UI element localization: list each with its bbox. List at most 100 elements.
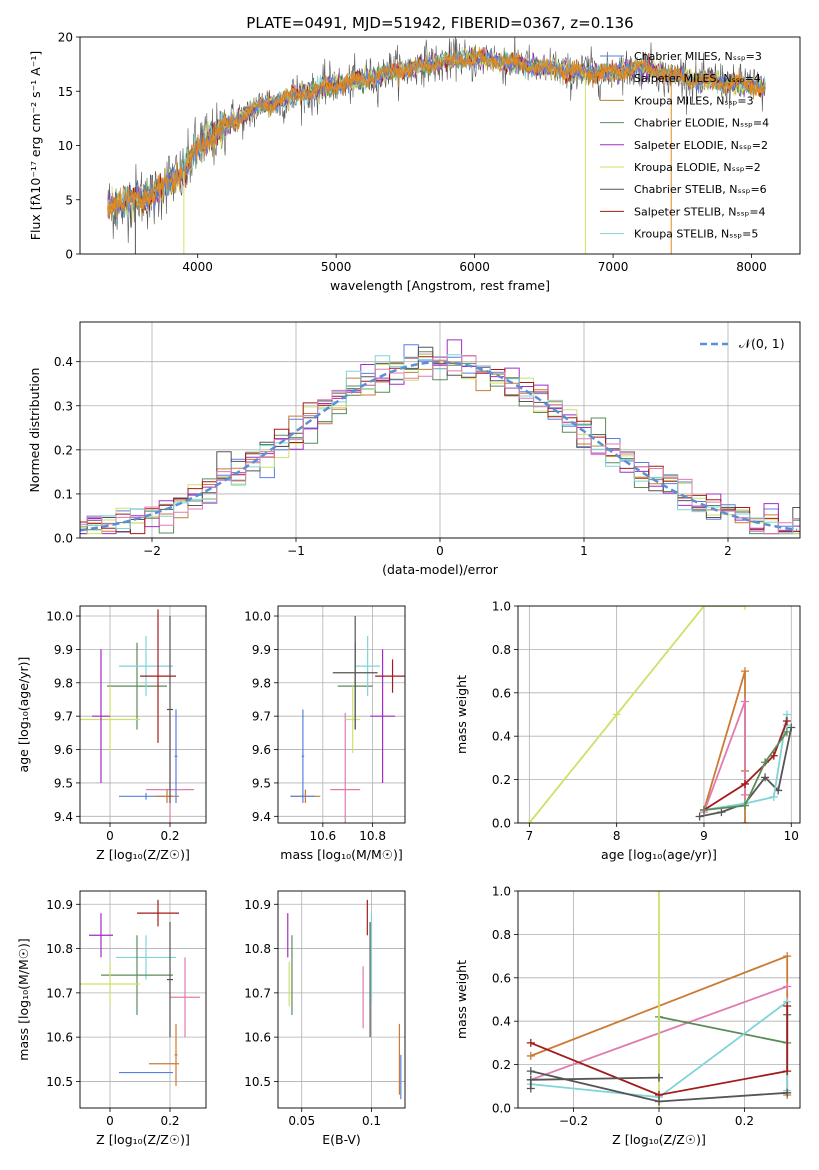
axes-frame: [79, 605, 207, 824]
legend-label: Salpeter STELIB, Nₛₛₚ=4: [634, 205, 766, 218]
plot-area: [80, 899, 200, 1086]
x-tick-label: 0: [106, 1114, 114, 1128]
data-point-marker: [525, 819, 534, 823]
y-tick-label: 10.7: [244, 986, 271, 1000]
mass-weight-line: [528, 606, 745, 823]
y-axis-label: mass [log₁₀(M/M☉)]: [16, 938, 31, 1060]
plot-area: [107, 37, 766, 254]
x-tick-label: 10.6: [309, 829, 336, 843]
data-point-marker: [783, 1067, 792, 1076]
panel-3: 0 0.2 9.4 9.5 9.6 9.7 9.8 9.9 10.0 Z [log₁₀(Z/Z☉)…: [16, 605, 207, 862]
y-tick-label: 10.5: [244, 1075, 271, 1089]
legend-label: Chabrier ELODIE, Nₛₛₚ=4: [634, 117, 769, 130]
y-tick-label: 0.1: [54, 487, 73, 501]
axes-frame: [277, 605, 406, 824]
x-tick-label: 2: [724, 544, 732, 558]
y-tick-label: 10.9: [46, 898, 73, 912]
y-tick-label: 0.4: [54, 355, 73, 369]
x-tick-label: 8: [613, 829, 621, 843]
data-point-marker: [655, 1097, 663, 1106]
data-point-marker: [612, 710, 621, 719]
data-point-marker: [655, 891, 663, 895]
data-point-marker: [740, 697, 749, 706]
x-axis-label: (data-model)/error: [382, 562, 499, 577]
y-tick-label: 10.6: [244, 1031, 271, 1045]
data-point-marker: [526, 1075, 535, 1084]
data-point-marker: [740, 819, 749, 823]
y-tick-label: 0.6: [492, 686, 511, 700]
y-tick-label: 0.8: [492, 643, 511, 657]
legend-label: 𝒩(0, 1): [739, 336, 785, 351]
y-tick-label: 1.0: [492, 600, 511, 614]
mass-weight-line: [703, 720, 788, 811]
histogram-step: [80, 355, 800, 535]
axes-frame: [79, 36, 801, 255]
axes-frame: [517, 890, 801, 1109]
panel-1: 4000 5000 6000 7000 8000 0 5 10 15 20 wavelength […: [28, 14, 801, 293]
spectrum-line: [107, 46, 766, 220]
legend-label: Salpeter ELODIE, Nₛₛₚ=2: [634, 139, 768, 152]
mass-weight-line: [699, 727, 793, 818]
y-tick-label: 9.4: [252, 810, 271, 824]
data-point-marker: [740, 667, 749, 676]
y-tick-label: 9.9: [252, 643, 271, 657]
y-tick-label: 9.6: [54, 743, 73, 757]
x-axis-label: mass [log₁₀(M/M☉)]: [280, 847, 402, 862]
legend-label: Salpeter MILES, Nₛₛₚ=4: [634, 72, 761, 85]
data-point-marker: [526, 1084, 535, 1093]
y-tick-label: 0.6: [492, 971, 511, 985]
legend-label: Chabrier STELIB, Nₛₛₚ=6: [634, 183, 767, 196]
data-point-marker: [740, 790, 749, 799]
y-tick-label: 0.8: [492, 928, 511, 942]
x-tick-label: 5000: [321, 260, 352, 274]
y-tick-label: 0.2: [492, 1058, 511, 1072]
x-tick-label: 10: [784, 829, 799, 843]
y-tick-label: 10.7: [46, 986, 73, 1000]
data-point-marker: [740, 801, 749, 810]
y-tick-label: 15: [58, 85, 73, 99]
y-tick-label: 9.8: [54, 676, 73, 690]
mass-weight-line: [530, 1006, 789, 1096]
y-tick-label: 10: [58, 139, 73, 153]
y-tick-label: 1.0: [492, 885, 511, 899]
x-axis-label: Z [log₁₀(Z/Z☉)]: [96, 1132, 190, 1147]
x-tick-label: 1: [580, 544, 588, 558]
y-tick-label: 10.0: [46, 610, 73, 624]
x-tick-label: −0.2: [559, 1114, 588, 1128]
histogram-step: [80, 359, 800, 535]
data-point-marker: [655, 1073, 663, 1082]
panel-7: 0.05 0.1 10.5 10.6 10.7 10.8 10.9 E(B-V): [244, 890, 406, 1147]
data-point-marker: [782, 717, 791, 726]
data-point-marker: [769, 751, 778, 760]
data-point-marker: [699, 805, 708, 814]
mass-weight-line: [703, 731, 788, 811]
y-tick-label: 9.5: [54, 776, 73, 790]
plot-area: [290, 616, 405, 823]
x-tick-label: 0: [436, 544, 444, 558]
y-tick-label: 10.9: [244, 898, 271, 912]
legend-label: Kroupa MILES, Nₛₛₚ=3: [634, 94, 754, 107]
y-axis-label: Normed distribution: [27, 368, 42, 493]
data-point-marker: [699, 606, 708, 610]
data-point-marker: [769, 792, 778, 801]
y-tick-label: 10.5: [46, 1075, 73, 1089]
x-tick-label: 0.2: [160, 829, 179, 843]
y-tick-label: 5: [65, 193, 73, 207]
x-tick-label: 9: [700, 829, 708, 843]
data-point-marker: [526, 1038, 535, 1047]
axes-frame: [79, 890, 207, 1109]
y-tick-label: 20: [58, 31, 73, 45]
axes-frame: [79, 321, 801, 539]
plot-area: [526, 891, 792, 1108]
mass-weight-line: [703, 701, 746, 813]
y-tick-label: 9.5: [252, 776, 271, 790]
y-tick-label: 10.8: [46, 942, 73, 956]
y-tick-label: 0: [65, 248, 73, 262]
y-tick-label: 0.4: [492, 1015, 511, 1029]
panel-2: −2 −1 0 1 2 0.0 0.1 0.2 0.3 0.4 (data-model)/error…: [27, 321, 801, 577]
panel-8: −0.2 0 0.2 0.0 0.2 0.4 0.6 0.8 1.0 Z [log₁₀(Z/Z☉)…: [454, 885, 801, 1147]
panel-5: 7 8 9 10 0.0 0.2 0.4 0.6 0.8 1.0 age [log₁₀(age/yr…: [454, 600, 801, 862]
x-tick-label: 8000: [736, 260, 767, 274]
y-tick-label: 9.7: [54, 710, 73, 724]
